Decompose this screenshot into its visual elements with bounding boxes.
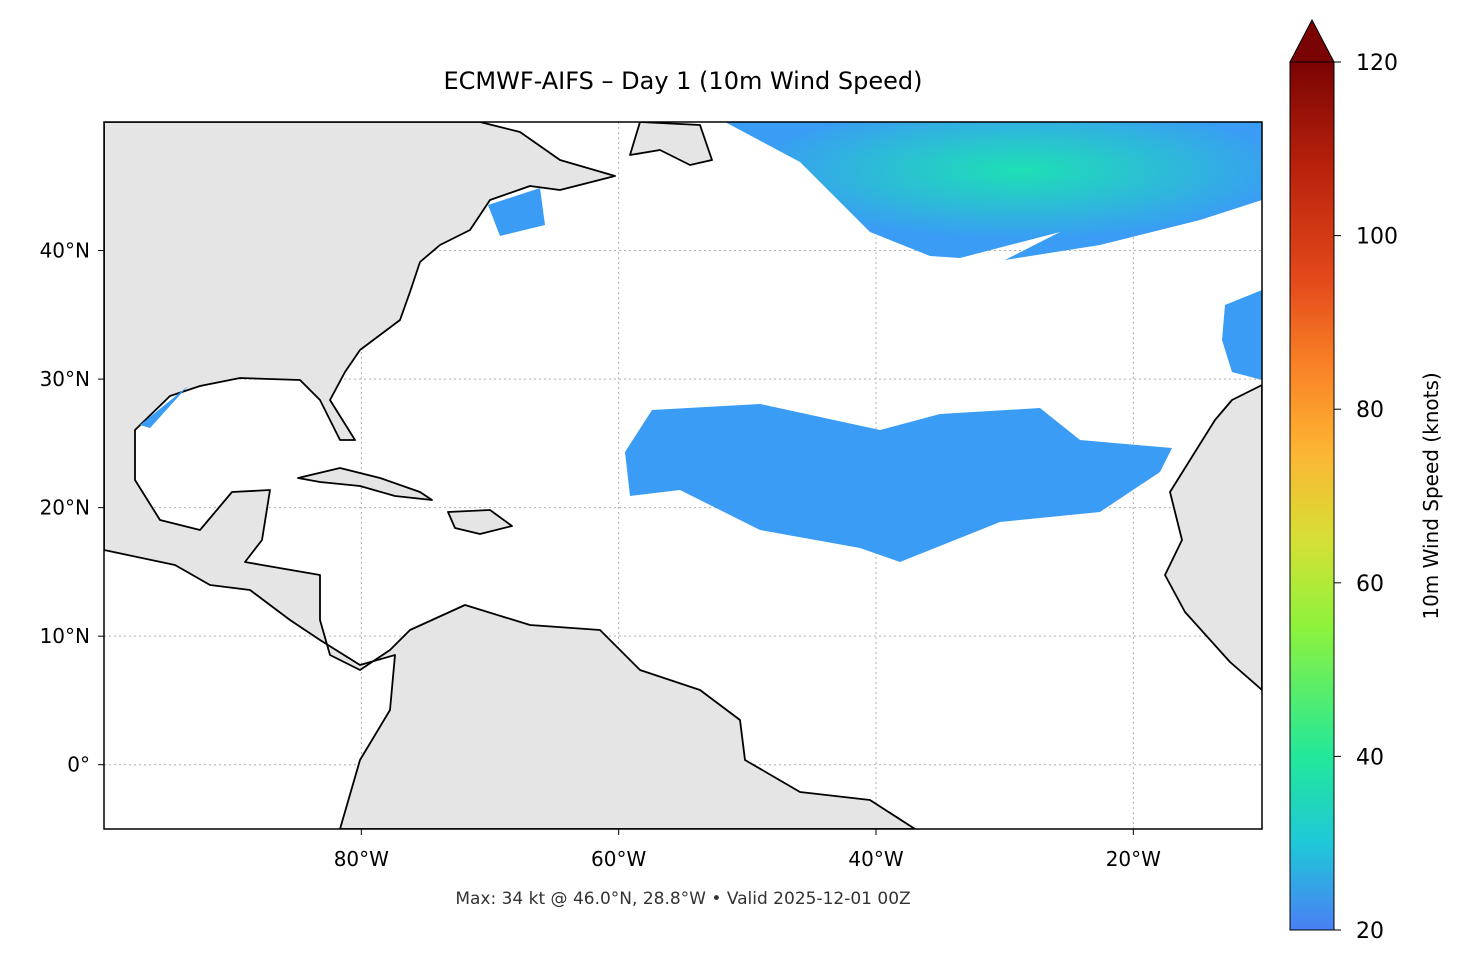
- map-frame: [103, 121, 1263, 830]
- colorbar-tick-label: 100: [1356, 225, 1398, 250]
- colorbar-tick-label: 60: [1356, 572, 1384, 597]
- colorbar: [1289, 61, 1335, 931]
- lat-tick-label: 30°N: [40, 367, 90, 391]
- lat-tick-label: 20°N: [40, 496, 90, 520]
- lat-tick-label: 10°N: [40, 624, 90, 648]
- map-body: [104, 122, 1262, 829]
- colorbar-label: 10m Wind Speed (knots): [1419, 372, 1443, 619]
- lat-tick-label: 0°: [67, 753, 90, 777]
- americas: [104, 122, 916, 829]
- lon-tick-label: 60°W: [591, 847, 646, 871]
- lat-tick-label: 40°N: [40, 239, 90, 263]
- lon-tick-label: 20°W: [1106, 847, 1161, 871]
- colorbar-tick-label: 80: [1356, 398, 1384, 423]
- footer-note: Max: 34 kt @ 46.0°N, 28.8°W • Valid 2025…: [455, 889, 910, 909]
- wind-area: [625, 404, 1172, 562]
- colorbar-extend: [1289, 18, 1335, 63]
- colorbar-tick-label: 40: [1356, 745, 1384, 770]
- africa: [1164, 384, 1262, 691]
- lon-tick-label: 80°W: [334, 847, 389, 871]
- wind-area: [140, 386, 188, 428]
- lon-tick-label: 40°W: [848, 847, 903, 871]
- newfoundland: [629, 122, 713, 166]
- wind-area: [725, 122, 1262, 260]
- colorbar-tick-label: 120: [1356, 51, 1398, 76]
- map-title: ECMWF-AIFS – Day 1 (10m Wind Speed): [443, 67, 922, 95]
- wind-area: [488, 188, 545, 236]
- hispaniola: [447, 509, 513, 535]
- wind-area: [1222, 290, 1262, 380]
- cuba: [297, 467, 433, 501]
- colorbar-tick-label: 20: [1356, 919, 1384, 944]
